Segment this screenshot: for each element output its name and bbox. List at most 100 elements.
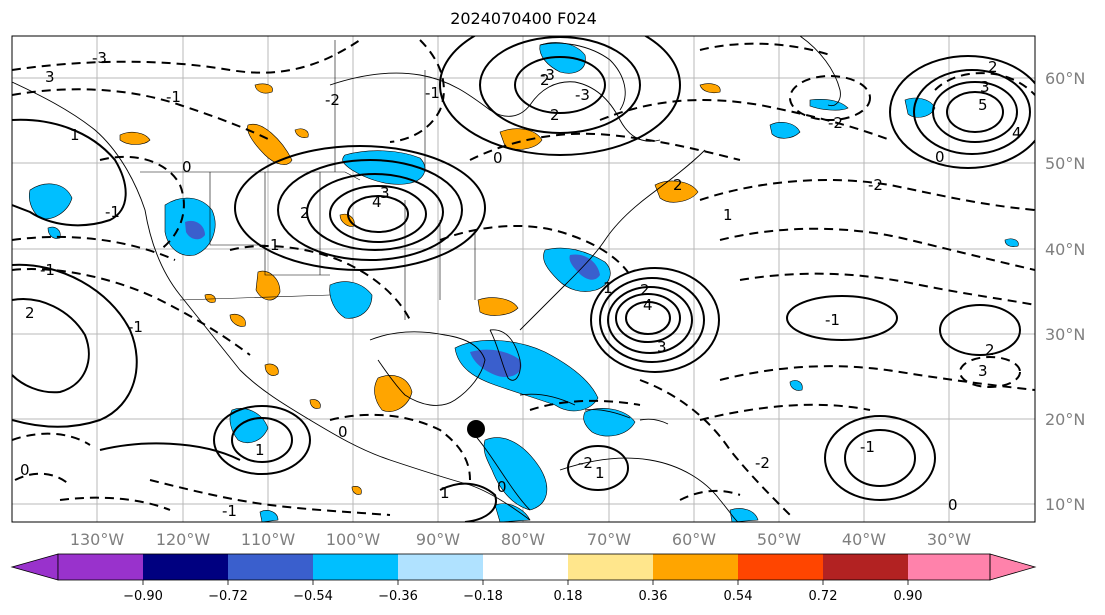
- colorbar-tick-label: −0.18: [463, 589, 503, 604]
- colorbar-tick-label: 0.72: [809, 589, 838, 604]
- colorbar-frame: [57, 553, 991, 581]
- contour-label: 4: [1012, 124, 1022, 142]
- lon-label: 80°W: [501, 530, 545, 549]
- colorbar-bin: [483, 554, 568, 580]
- graticule: [12, 36, 1035, 522]
- colorbar-bin: [398, 554, 483, 580]
- colorbar-bin: [908, 554, 990, 580]
- contour-label: -1: [860, 438, 875, 456]
- contour-label: 1: [270, 236, 280, 254]
- contour-label: 2: [988, 58, 998, 76]
- contour-label: -2: [828, 114, 843, 132]
- colorbar-tick-label: 0.90: [894, 589, 923, 604]
- colorbar-tick-label: −0.54: [293, 589, 333, 604]
- colorbar-max-extend: [989, 553, 1037, 581]
- contour-label: 0: [497, 478, 507, 496]
- colorbar-bin: [823, 554, 908, 580]
- colorbar-bin: [313, 554, 398, 580]
- colorbar-bin: [58, 554, 143, 580]
- colorbar-bin: [228, 554, 313, 580]
- contour-label: 3: [45, 68, 55, 86]
- contour-label-group: -3 3 -1 0 -1 1 3 4 2 2 -1 -2 0 -3 2 3 5 …: [20, 49, 1022, 520]
- contour-label: -3: [92, 49, 107, 67]
- contour-label: 0: [948, 496, 958, 514]
- contour-label: 2: [25, 304, 35, 322]
- contour-label: 0: [20, 461, 30, 479]
- contour-label: 2: [640, 281, 650, 299]
- colorbar-bin: [143, 554, 228, 580]
- lat-label: 10°N: [1045, 495, 1085, 514]
- map-frame: [11, 35, 1036, 523]
- contour-label: 0: [338, 423, 348, 441]
- contour-label: -1: [166, 88, 181, 106]
- contour-label: -3: [575, 86, 590, 104]
- contour-label: 2: [300, 204, 310, 222]
- contour-label: 2: [550, 106, 560, 124]
- lon-label: 50°W: [757, 530, 801, 549]
- lat-label: 20°N: [1045, 410, 1085, 429]
- colorbar-bin: [738, 554, 823, 580]
- borders: [140, 40, 476, 320]
- lon-label: 60°W: [672, 530, 716, 549]
- coastlines: [12, 36, 841, 522]
- contour-label: -1: [40, 261, 55, 279]
- lon-label: 110°W: [241, 530, 296, 549]
- contour-label: -2: [578, 454, 593, 472]
- contour-label: -1: [425, 84, 440, 102]
- contour-label: -1: [105, 203, 120, 221]
- latitude-labels: 60°N 50°N 40°N 30°N 20°N 10°N: [1045, 69, 1085, 514]
- colorbar-tick-label: −0.90: [123, 589, 163, 604]
- lon-label: 100°W: [326, 530, 381, 549]
- contour-label: 3: [978, 362, 988, 380]
- colorbar-tick-label: −0.72: [208, 589, 248, 604]
- colorbar-tick-label: −0.36: [378, 589, 418, 604]
- colorbar-bin: [568, 554, 653, 580]
- contour-label: -1: [222, 502, 237, 520]
- lon-label: 30°W: [927, 530, 971, 549]
- contour-label: 1: [595, 464, 605, 482]
- colorbar-tick-label: 0.54: [724, 589, 753, 604]
- contour-label: 0: [493, 149, 503, 167]
- lon-label: 120°W: [156, 530, 211, 549]
- colorbar-min-extend: [10, 553, 59, 581]
- longitude-labels: 130°W 120°W 110°W 100°W 90°W 80°W 70°W 6…: [70, 530, 971, 549]
- contour-label: 4: [643, 296, 653, 314]
- contour-label: -1: [128, 318, 143, 336]
- contour-label: 1: [723, 206, 733, 224]
- contour-label: -2: [868, 176, 883, 194]
- contour-label: 4: [372, 193, 382, 211]
- colorbar-tick-label: 0.18: [554, 589, 583, 604]
- lon-label: 40°W: [842, 530, 886, 549]
- contour-label: -3: [540, 66, 555, 84]
- location-marker: [467, 420, 485, 438]
- colorbar-bin: [653, 554, 738, 580]
- colorbar: −0.90 −0.72 −0.54 −0.36 −0.18 0.18 0.36 …: [10, 553, 1037, 604]
- contour-label: 3: [657, 338, 667, 356]
- colorbar-tick-label: 0.36: [639, 589, 668, 604]
- contour-lines: [12, 36, 1035, 522]
- lon-label: 130°W: [70, 530, 125, 549]
- contour-label: 0: [935, 148, 945, 166]
- contour-label: 5: [978, 96, 988, 114]
- lon-label: 70°W: [587, 530, 631, 549]
- contour-label: 3: [980, 78, 990, 96]
- contour-label: 2: [540, 71, 550, 89]
- contour-label: 1: [70, 126, 80, 144]
- lat-label: 50°N: [1045, 154, 1085, 173]
- lat-label: 60°N: [1045, 69, 1085, 88]
- lat-label: 30°N: [1045, 325, 1085, 344]
- plot-title: 2024070400 F024: [450, 9, 597, 28]
- contour-label: 1: [255, 441, 265, 459]
- contour-label: -2: [755, 454, 770, 472]
- contour-label: -1: [825, 311, 840, 329]
- contour-label: 1: [440, 484, 450, 502]
- contour-label: 3: [380, 184, 390, 202]
- contour-label: 2: [985, 341, 995, 359]
- contour-label: -2: [325, 91, 340, 109]
- lat-label: 40°N: [1045, 240, 1085, 259]
- contour-label: 2: [673, 176, 683, 194]
- contour-label: 1: [603, 279, 613, 297]
- lon-label: 90°W: [416, 530, 460, 549]
- contour-label: 0: [182, 158, 192, 176]
